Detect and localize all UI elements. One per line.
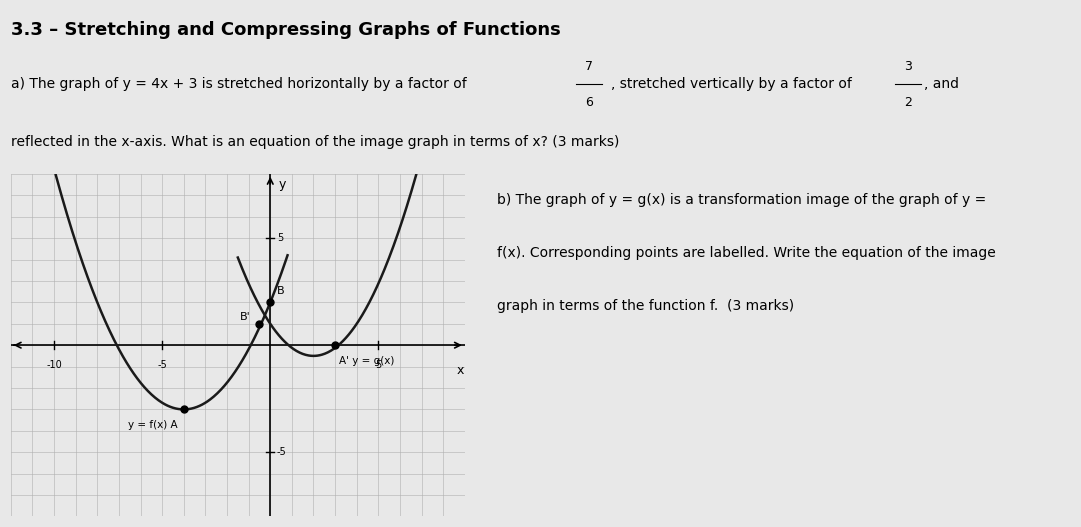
Text: x: x (457, 365, 464, 377)
Text: -10: -10 (46, 360, 62, 370)
Text: -5: -5 (157, 360, 168, 370)
Text: a) The graph of y = 4x + 3 is stretched horizontally by a factor of: a) The graph of y = 4x + 3 is stretched … (11, 77, 467, 91)
Text: b) The graph of y = g(x) is a transformation image of the graph of y =: b) The graph of y = g(x) is a transforma… (497, 193, 987, 207)
Text: 5: 5 (277, 233, 283, 243)
Text: B': B' (240, 311, 251, 321)
Text: y: y (279, 178, 286, 191)
Text: y = f(x) A: y = f(x) A (128, 420, 177, 430)
Text: A' y = g(x): A' y = g(x) (339, 356, 395, 366)
Text: B: B (277, 286, 284, 296)
Text: reflected in the x-axis. What is an equation of the image graph in terms of x? (: reflected in the x-axis. What is an equa… (11, 135, 619, 149)
Text: 5: 5 (375, 360, 382, 370)
Text: 3.3 – Stretching and Compressing Graphs of Functions: 3.3 – Stretching and Compressing Graphs … (11, 21, 561, 39)
Text: , and: , and (924, 77, 959, 91)
Text: 7: 7 (585, 60, 593, 73)
Text: f(x). Corresponding points are labelled. Write the equation of the image: f(x). Corresponding points are labelled.… (497, 246, 996, 260)
Text: , stretched vertically by a factor of: , stretched vertically by a factor of (611, 77, 852, 91)
Text: -5: -5 (277, 447, 286, 457)
Text: graph in terms of the function f.  (3 marks): graph in terms of the function f. (3 mar… (497, 299, 795, 313)
Text: 6: 6 (585, 96, 593, 109)
Text: 3: 3 (904, 60, 912, 73)
Text: 2: 2 (904, 96, 912, 109)
